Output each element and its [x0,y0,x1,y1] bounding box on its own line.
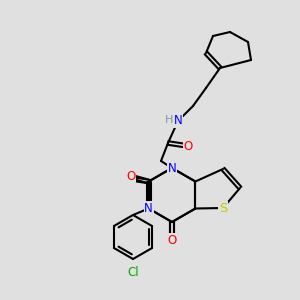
Text: O: O [126,170,135,183]
Text: O: O [183,140,193,152]
Text: N: N [144,202,153,215]
Text: N: N [168,161,176,175]
Text: H: H [165,115,173,125]
Text: S: S [219,202,227,214]
Text: Cl: Cl [127,266,139,280]
Text: N: N [174,115,182,128]
Text: O: O [167,233,177,247]
